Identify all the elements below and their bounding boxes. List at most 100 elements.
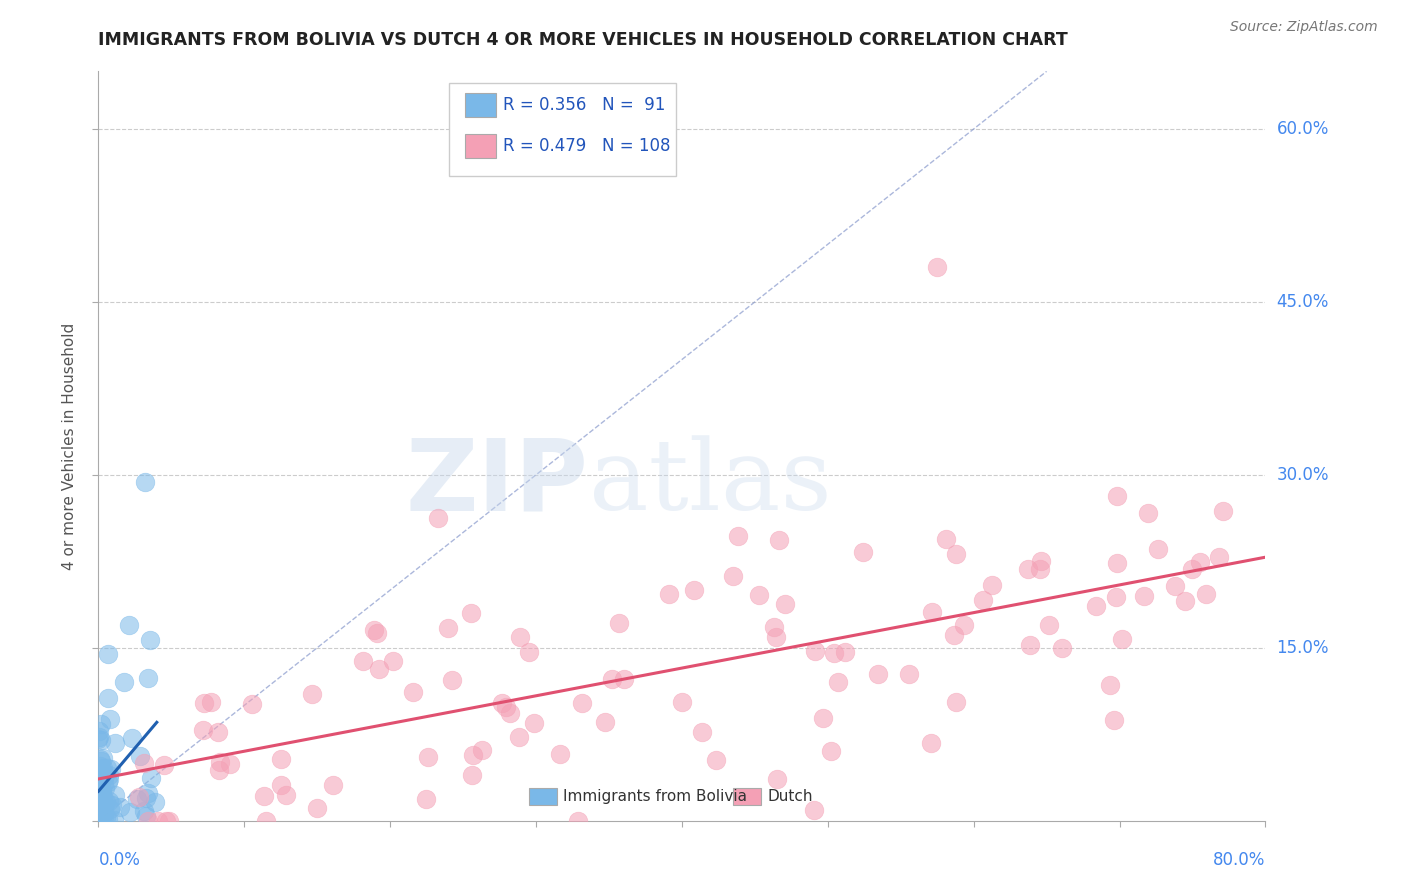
Point xyxy=(683,582,706,597)
Point xyxy=(112,674,135,689)
Point xyxy=(87,803,110,817)
Point xyxy=(89,813,111,827)
Point xyxy=(363,624,385,638)
Point xyxy=(307,801,329,815)
Point xyxy=(704,753,727,767)
Point xyxy=(1017,562,1039,576)
Point xyxy=(301,687,323,701)
Point xyxy=(803,644,825,658)
Point xyxy=(499,706,522,721)
Point xyxy=(87,730,110,744)
Point xyxy=(93,797,115,812)
FancyBboxPatch shape xyxy=(465,93,496,117)
Y-axis label: 4 or more Vehicles in Household: 4 or more Vehicles in Household xyxy=(62,322,77,570)
Point xyxy=(460,607,482,621)
Point xyxy=(765,772,787,786)
Point xyxy=(852,545,875,559)
Point xyxy=(129,748,152,763)
Point xyxy=(89,809,111,823)
Point xyxy=(1105,590,1128,604)
Point xyxy=(89,759,111,773)
Point xyxy=(91,763,114,777)
Point xyxy=(93,776,115,790)
Point xyxy=(834,645,856,659)
Point xyxy=(762,620,785,634)
Point xyxy=(97,768,120,782)
Point xyxy=(768,533,790,547)
Text: 30.0%: 30.0% xyxy=(1277,466,1329,483)
Point xyxy=(208,763,231,777)
Point xyxy=(155,814,177,828)
Point xyxy=(460,768,482,782)
FancyBboxPatch shape xyxy=(529,789,557,805)
Point xyxy=(1050,640,1073,655)
Point xyxy=(97,812,120,826)
Point xyxy=(491,696,513,710)
Point xyxy=(89,803,111,817)
Point xyxy=(89,777,111,791)
Point xyxy=(945,548,967,562)
Point xyxy=(193,696,215,710)
Point xyxy=(91,791,114,805)
Point xyxy=(136,814,159,828)
Point xyxy=(437,621,460,635)
Point xyxy=(276,788,298,802)
Text: IMMIGRANTS FROM BOLIVIA VS DUTCH 4 OR MORE VEHICLES IN HOUSEHOLD CORRELATION CHA: IMMIGRANTS FROM BOLIVIA VS DUTCH 4 OR MO… xyxy=(98,31,1069,49)
Point xyxy=(352,654,374,668)
Point xyxy=(104,736,127,750)
Point xyxy=(1146,542,1168,557)
Point xyxy=(93,770,115,784)
Point xyxy=(897,667,920,681)
Point xyxy=(97,795,120,809)
Point xyxy=(90,812,112,826)
Text: atlas: atlas xyxy=(589,435,831,532)
Point xyxy=(90,787,112,801)
Point xyxy=(96,761,118,775)
Point xyxy=(1102,714,1125,728)
Point xyxy=(90,787,112,801)
Point xyxy=(1212,504,1234,518)
Point xyxy=(134,475,156,489)
Point xyxy=(90,781,112,796)
Point xyxy=(1098,678,1121,692)
Point xyxy=(1137,506,1160,520)
Point xyxy=(920,736,942,750)
Point xyxy=(1084,599,1107,613)
Point xyxy=(89,797,111,811)
Text: Immigrants from Bolivia: Immigrants from Bolivia xyxy=(562,789,747,805)
Point xyxy=(87,776,110,790)
Point xyxy=(89,801,111,815)
Point xyxy=(128,789,150,804)
Text: R = 0.356   N =  91: R = 0.356 N = 91 xyxy=(503,96,665,114)
Point xyxy=(765,630,787,644)
Point xyxy=(981,577,1004,591)
Point xyxy=(94,768,117,782)
Point xyxy=(136,671,159,685)
Point xyxy=(127,791,149,805)
Point xyxy=(191,723,214,738)
Point xyxy=(1164,579,1187,593)
Point xyxy=(270,778,292,792)
Point xyxy=(90,782,112,797)
Point xyxy=(90,805,112,820)
Point xyxy=(90,782,112,797)
Point xyxy=(773,597,796,611)
Point xyxy=(925,260,948,275)
Point xyxy=(108,799,131,814)
Point xyxy=(138,632,160,647)
Point xyxy=(89,787,111,801)
Point xyxy=(495,700,517,714)
Text: 0.0%: 0.0% xyxy=(98,851,141,869)
Point xyxy=(97,772,120,787)
Point xyxy=(87,796,110,810)
Point xyxy=(90,763,112,777)
Point xyxy=(1181,562,1204,576)
Point xyxy=(89,767,111,781)
Point xyxy=(96,795,118,809)
Point xyxy=(98,802,121,816)
Point xyxy=(1208,549,1230,564)
Point xyxy=(135,791,157,805)
Text: 45.0%: 45.0% xyxy=(1277,293,1329,311)
Point xyxy=(921,605,943,619)
Point xyxy=(87,810,110,824)
